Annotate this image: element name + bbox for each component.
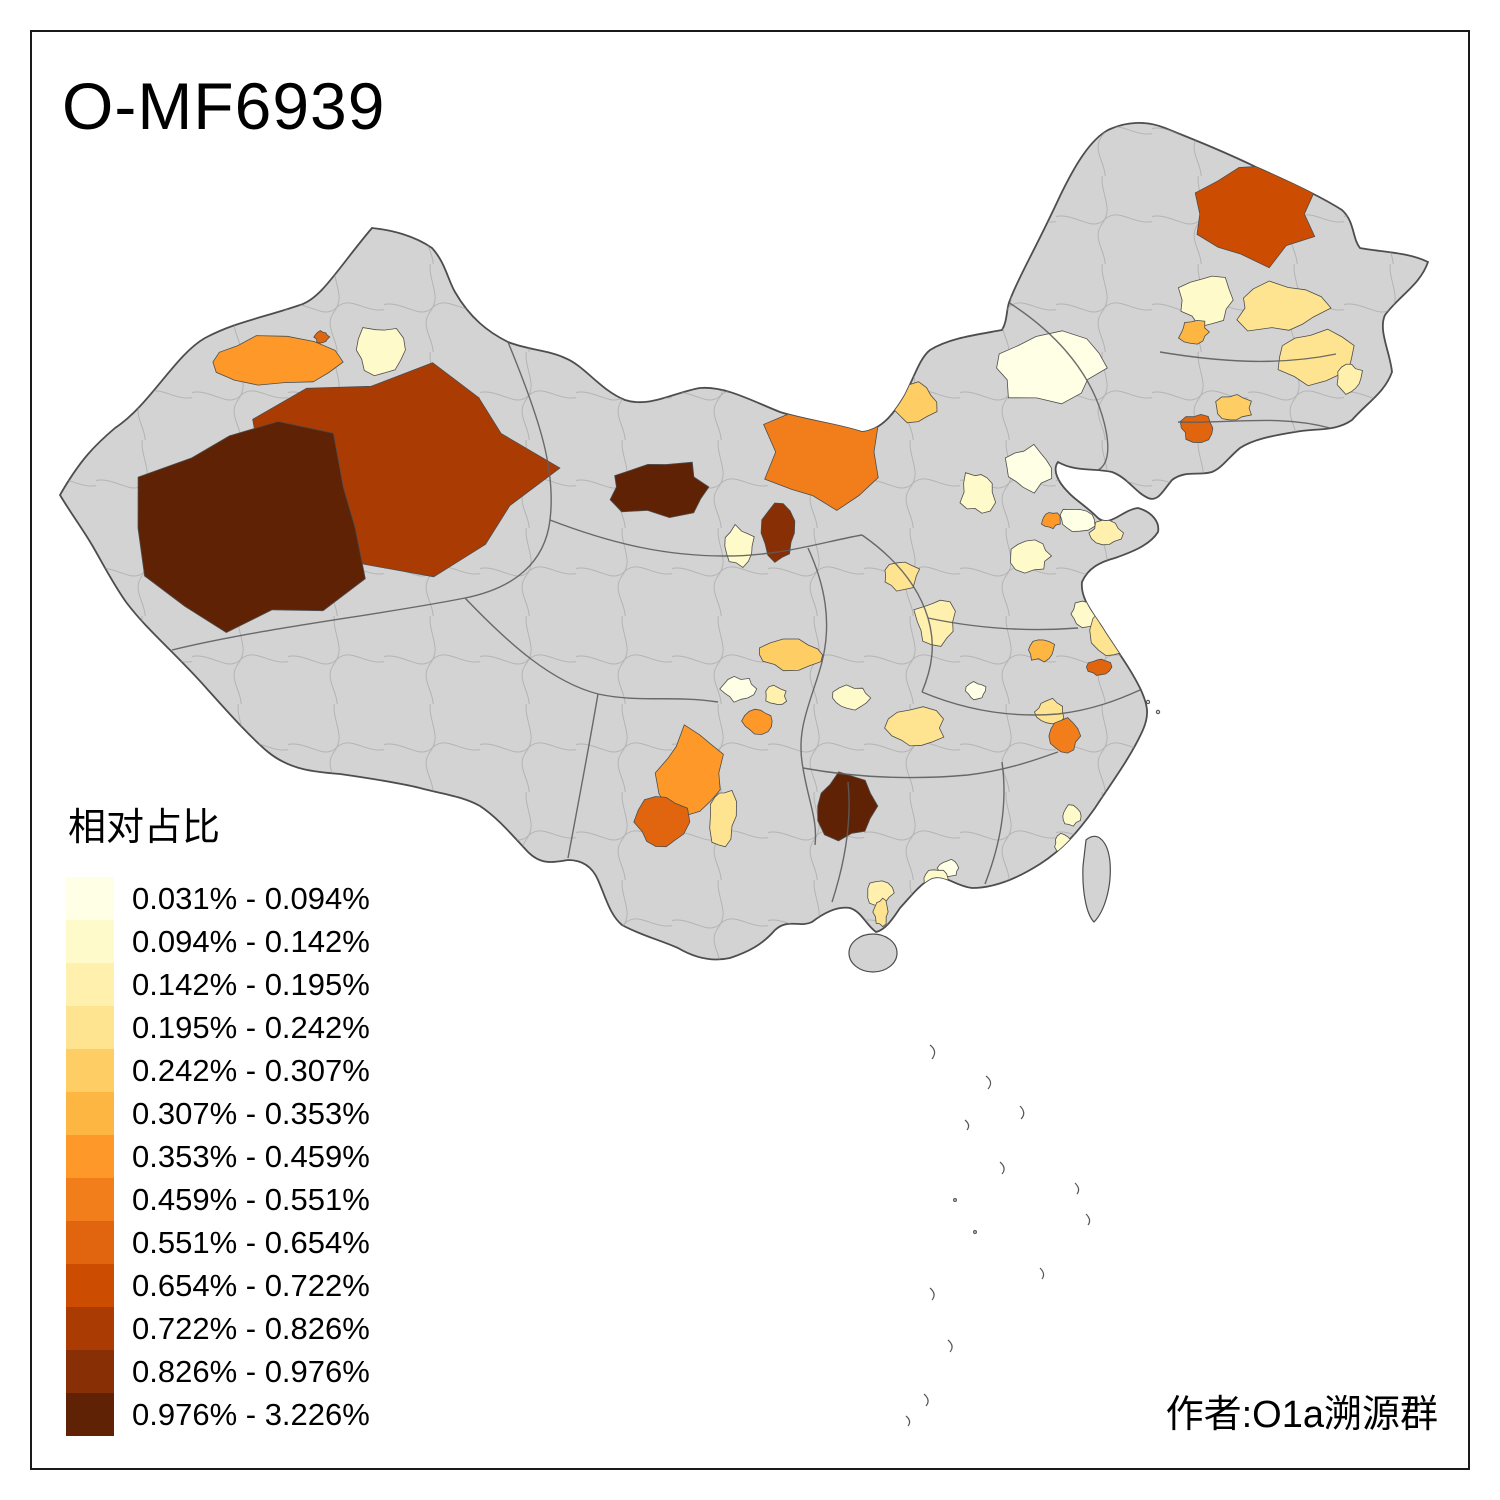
legend-item: 0.307% - 0.353%	[66, 1092, 370, 1135]
map-region-neimenggu-central-pale	[996, 330, 1108, 405]
legend-label: 0.142% - 0.195%	[132, 966, 370, 1002]
map-region-hubei-pale-dot	[965, 681, 987, 701]
map-region-shandong-yellow	[1088, 519, 1124, 546]
legend-item: 0.654% - 0.722%	[66, 1264, 370, 1307]
legend-label: 0.654% - 0.722%	[132, 1267, 370, 1303]
legend-item: 0.826% - 0.976%	[66, 1350, 370, 1393]
legend-swatch	[66, 1006, 114, 1049]
attribution: 作者:O1a溯源群	[1165, 1394, 1438, 1436]
sea-islands	[905, 699, 1161, 1427]
legend-label: 0.307% - 0.353%	[132, 1095, 370, 1131]
map-regions	[137, 165, 1363, 928]
legend-swatch	[66, 877, 114, 920]
legend-items: 0.031% - 0.094% 0.094% - 0.142% 0.142% - 0…	[66, 877, 370, 1436]
legend-item: 0.195% - 0.242%	[66, 1006, 370, 1049]
legend-label: 0.551% - 0.654%	[132, 1224, 370, 1260]
map-region-anhui-light	[1089, 599, 1133, 657]
map-region-wuhan-orange	[1048, 717, 1082, 754]
legend-item: 0.551% - 0.654%	[66, 1221, 370, 1264]
map-region-liangshan-orange	[654, 724, 724, 817]
legend-item: 0.031% - 0.094%	[66, 877, 370, 920]
legend-label: 0.826% - 0.976%	[132, 1353, 370, 1389]
legend-item: 0.722% - 0.826%	[66, 1307, 370, 1350]
map-region-sichuan-north-light	[759, 638, 824, 672]
map-region-anhui-orange-dot	[1085, 658, 1113, 676]
legend-item: 0.242% - 0.307%	[66, 1049, 370, 1092]
legend-title: 相对占比	[68, 807, 221, 849]
map-region-heilongjiang-west-pale	[1177, 275, 1234, 328]
map-region-zhanjiang-strip	[872, 897, 889, 928]
page-title: O-MF6939	[62, 69, 386, 143]
map-region-sichuan-white	[719, 675, 758, 703]
map-region-henan-pale	[1010, 539, 1053, 574]
map-region-jilin-yellow	[1336, 363, 1363, 395]
map-region-hexi-dark	[609, 461, 710, 519]
legend-swatch	[66, 963, 114, 1006]
legend-swatch	[66, 1393, 114, 1436]
map-region-liaoning-light	[1215, 394, 1252, 421]
legend-swatch	[66, 1178, 114, 1221]
map-region-xinjiang-ili	[212, 335, 344, 386]
legend-item: 0.353% - 0.459%	[66, 1135, 370, 1178]
map-region-yunnan-orange	[633, 796, 691, 848]
legend-item: 0.459% - 0.551%	[66, 1178, 370, 1221]
map-region-shandong-pale	[1059, 508, 1096, 532]
legend-label: 0.242% - 0.307%	[132, 1052, 370, 1088]
legend-item: 0.094% - 0.142%	[66, 920, 370, 963]
map-region-gansu-dark-small	[760, 502, 796, 563]
map-region-xinjiang-north-pale	[355, 327, 406, 377]
taiwan-island	[1082, 835, 1111, 923]
legend: 相对占比 0.031% - 0.094% 0.094% - 0.142% 0.142…	[66, 796, 370, 1436]
legend-item: 0.142% - 0.195%	[66, 963, 370, 1006]
legend-swatch	[66, 1221, 114, 1264]
legend-label: 0.031% - 0.094%	[132, 880, 370, 916]
map-region-chengdu-orange	[741, 708, 773, 735]
map-region-shaanxi-yellow	[913, 599, 956, 647]
map-region-hebei-orange-dot	[1041, 512, 1061, 530]
map-region-beijing-pale	[1004, 443, 1053, 494]
map-region-guizhou-dark	[817, 771, 879, 842]
legend-swatch	[66, 1049, 114, 1092]
map-region-chongqing-pale	[832, 684, 872, 711]
map-region-xinjiang-small-dot	[313, 330, 331, 344]
legend-label: 0.976% - 3.226%	[132, 1396, 370, 1432]
legend-swatch	[66, 920, 114, 963]
map-region-sichuan-yellow	[765, 684, 788, 706]
province-borders	[171, 301, 1337, 903]
legend-label: 0.722% - 0.826%	[132, 1310, 370, 1346]
legend-swatch	[66, 1307, 114, 1350]
map-region-xinjiang-southwest	[137, 421, 366, 633]
map-region-shanxi-pale	[959, 472, 997, 514]
map-region-heilongjiang-orange-spot	[1177, 319, 1211, 345]
legend-item: 0.976% - 3.226%	[66, 1393, 370, 1436]
map-region-hubei-west-light	[884, 706, 945, 747]
legend-label: 0.459% - 0.551%	[132, 1181, 370, 1217]
legend-label: 0.195% - 0.242%	[132, 1009, 370, 1045]
map-region-zhaotong-light	[709, 789, 737, 848]
legend-swatch	[66, 1264, 114, 1307]
legend-swatch	[66, 1092, 114, 1135]
map-region-henan-east-orange	[1028, 639, 1056, 663]
map-region-guangdong-pale	[923, 869, 949, 890]
hainan-island	[848, 933, 898, 973]
legend-label: 0.353% - 0.459%	[132, 1138, 370, 1174]
map-region-gansu-pale	[724, 523, 755, 569]
map-region-jiangxi-pale-1	[1062, 804, 1082, 827]
map-region-heilongjiang-east	[1236, 280, 1332, 332]
legend-label: 0.094% - 0.142%	[132, 923, 370, 959]
legend-swatch	[66, 1350, 114, 1393]
legend-swatch	[66, 1135, 114, 1178]
